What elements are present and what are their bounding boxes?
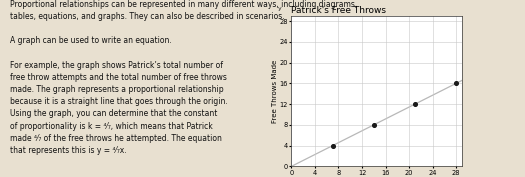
Text: y: y bbox=[278, 6, 281, 11]
Point bbox=[411, 103, 419, 105]
Point bbox=[328, 144, 337, 147]
Point bbox=[452, 82, 460, 85]
Y-axis label: Free Throws Made: Free Throws Made bbox=[272, 59, 278, 123]
Point bbox=[370, 124, 378, 126]
Text: Proportional relationships can be represented in many different ways, including : Proportional relationships can be repres… bbox=[10, 0, 358, 155]
Text: Patrick's Free Throws: Patrick's Free Throws bbox=[291, 6, 386, 15]
